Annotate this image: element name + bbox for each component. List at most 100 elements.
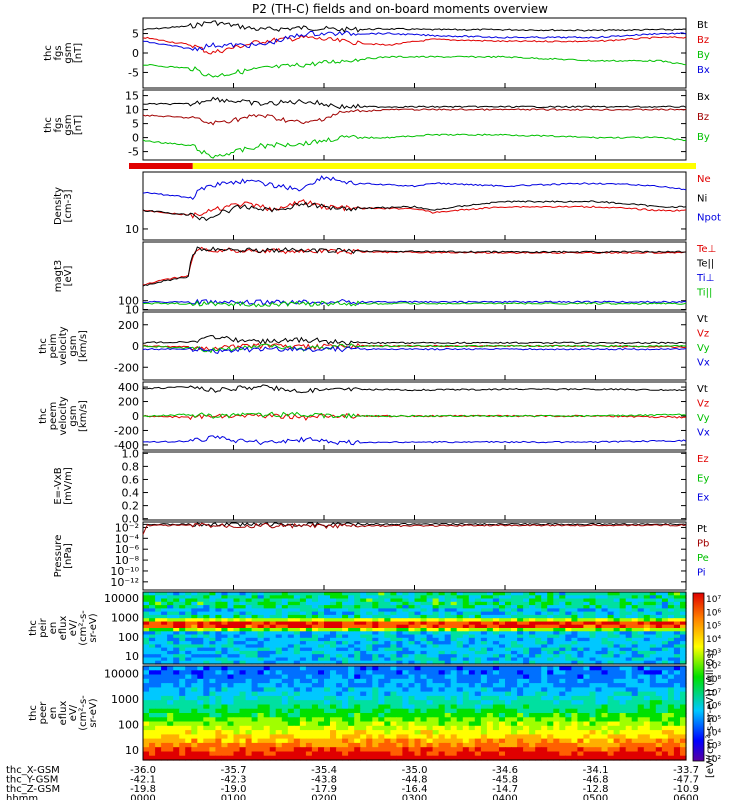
spectro-cell (233, 601, 241, 606)
spectro-cell (625, 644, 633, 649)
spectro-cell (227, 605, 235, 609)
spectro-cell (372, 621, 379, 626)
spectro-cell (342, 618, 349, 623)
spectro-cell (336, 657, 343, 662)
spectro-cell (601, 704, 609, 710)
spectro-cell (299, 631, 307, 636)
spectro-cell (571, 644, 578, 649)
spectro-cell (191, 624, 198, 629)
spectro-cell (571, 657, 578, 662)
spectro-cell (625, 742, 633, 748)
spectro-cell (474, 717, 482, 723)
ylabel-peir-3: eflux (58, 616, 69, 641)
spectro-cell (390, 721, 397, 727)
spectro-cell (197, 683, 204, 688)
spectro-cell (601, 708, 609, 714)
spectro-cell (559, 708, 566, 714)
spectro-cell (311, 691, 319, 697)
axis-value-0-5: -34.1 (583, 765, 609, 776)
spectro-cell (318, 691, 325, 697)
spectro-cell (384, 713, 391, 718)
spectro-cell (631, 691, 639, 697)
spectro-cell (637, 654, 645, 659)
spectro-cell (468, 598, 476, 603)
spectro-cell (185, 637, 192, 642)
spectro-cell (426, 670, 434, 676)
spectro-cell (336, 717, 343, 723)
panel-frame-efield (142, 451, 687, 521)
spectro-cell (330, 717, 337, 723)
spectro-cell (227, 598, 235, 603)
spectro-cell (499, 592, 506, 596)
spectro-cell (432, 647, 440, 652)
spectro-cell (227, 704, 235, 710)
spectro-cell (655, 598, 663, 603)
spectro-cell (511, 608, 518, 613)
series-peim_v-2 (142, 343, 687, 354)
spectro-cell (565, 611, 572, 616)
spectro-cell (589, 695, 597, 701)
spectro-cell (167, 738, 174, 744)
spectro-cell (571, 641, 578, 645)
spectro-cell (450, 641, 458, 645)
spectro-cell (408, 598, 416, 603)
spectro-cell (547, 628, 554, 632)
spectro-cell (257, 628, 265, 632)
spectro-cell (191, 666, 198, 671)
spectro-cell (408, 713, 416, 718)
ylabel-fgs_smooth-3: [nT] (73, 115, 84, 135)
spectro-cell (625, 734, 633, 740)
spectro-cell (360, 704, 367, 710)
legend-fgs-0: Bt (697, 20, 708, 31)
spectro-cell (462, 595, 470, 600)
spectro-cell (595, 598, 603, 603)
spectro-cell (601, 660, 609, 665)
spectro-cell (287, 595, 295, 600)
spectro-cell (155, 598, 162, 603)
spectro-cell (299, 755, 307, 761)
spectro-cell (456, 700, 464, 706)
spectro-cell (402, 618, 409, 623)
spectro-cell (583, 634, 590, 639)
spectro-cell (505, 755, 512, 761)
spectro-cell (221, 660, 228, 665)
spectro-cell (384, 641, 391, 645)
spectro-cell (571, 666, 578, 671)
spectro-cell (547, 624, 554, 629)
spectro-cell (366, 608, 373, 613)
spectro-cell (456, 742, 464, 748)
series-peem_v-1 (142, 413, 687, 421)
spectro-cell (499, 683, 506, 688)
spectro-cell (432, 721, 440, 727)
ylabel-peim_v-1: peim (48, 333, 59, 358)
spectro-cell (667, 624, 675, 629)
spectro-cell (583, 674, 590, 680)
spectro-cell (625, 717, 633, 723)
spectro-cell (426, 650, 434, 655)
spectro-cell (311, 687, 319, 693)
spectro-cell (450, 660, 458, 665)
spectro-cell (287, 654, 295, 659)
spectro-cell (505, 742, 512, 748)
spectro-cell (414, 725, 422, 731)
spectro-cell (480, 755, 488, 761)
spectro-cell (631, 734, 639, 740)
spectro-frame-peir (142, 591, 687, 665)
spectro-cell (275, 670, 283, 676)
spectro-cell (595, 725, 603, 731)
spectro-cell (251, 734, 259, 740)
spectro-cell (505, 637, 512, 642)
spectro-cell (269, 674, 277, 680)
spectro-cell (275, 621, 283, 626)
spectro-cell (655, 751, 663, 757)
spectro-cell (360, 598, 367, 603)
spectro-cell (299, 618, 307, 623)
spectro-cell (215, 595, 222, 600)
spectro-cell (655, 618, 663, 623)
spectro-cell (517, 637, 524, 642)
spectro-cell (161, 595, 168, 600)
spectro-cell (233, 721, 241, 727)
spectro-cell (275, 605, 283, 609)
spectro-cell (167, 618, 174, 623)
spectro-cell (245, 730, 253, 735)
